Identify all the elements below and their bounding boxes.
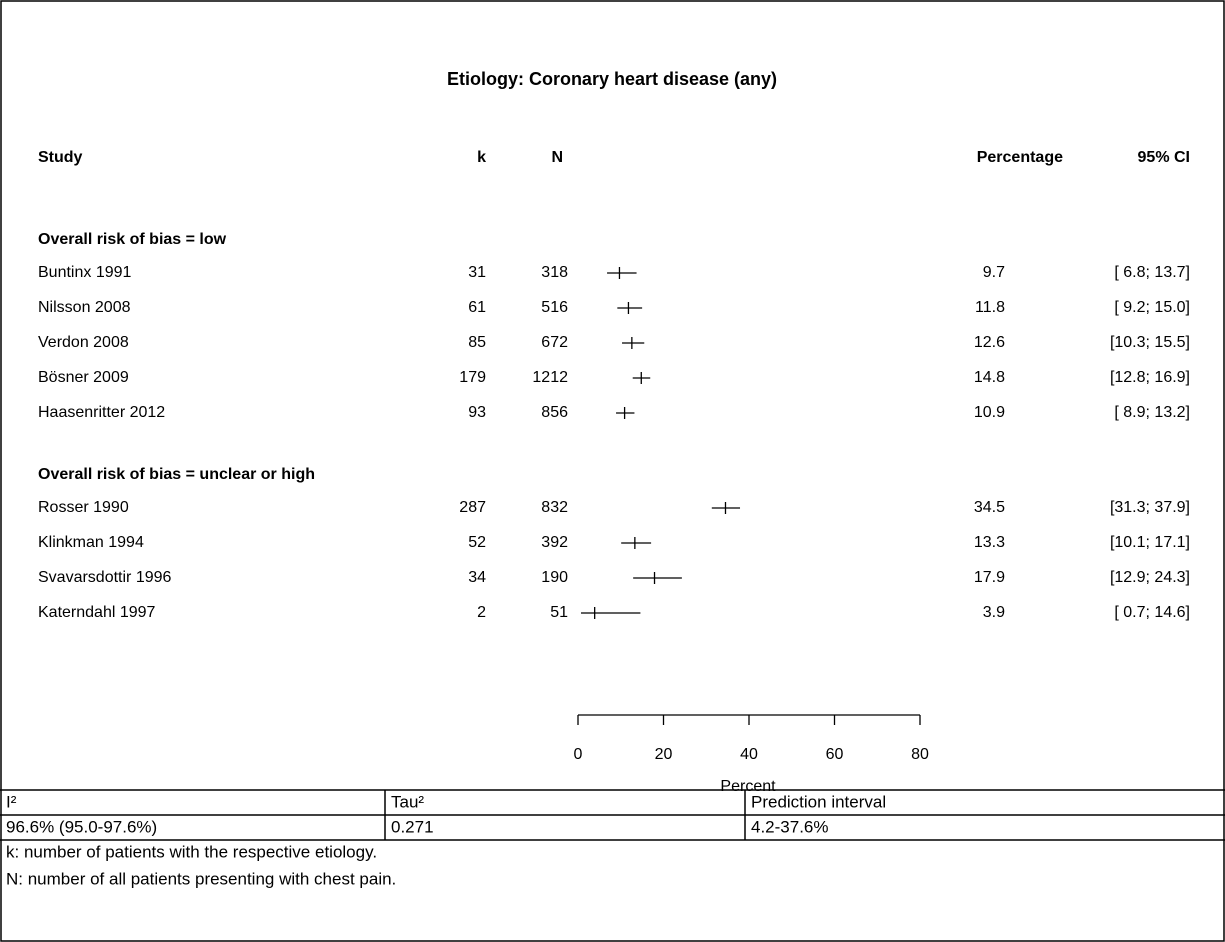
k-value: 179	[459, 369, 486, 386]
footnote: k: number of patients with the respectiv…	[6, 842, 377, 861]
k-value: 287	[459, 499, 486, 516]
study-name: Rosser 1990	[38, 499, 129, 516]
k-value: 34	[468, 569, 486, 586]
percentage: 3.9	[983, 604, 1005, 621]
k-value: 52	[468, 534, 486, 551]
column-header: Percentage	[977, 149, 1063, 166]
table-cell: 0.271	[391, 817, 434, 836]
table-header: Prediction interval	[751, 792, 886, 811]
x-axis-label: Percent	[720, 778, 776, 795]
ci-label: [12.8; 16.9]	[1110, 369, 1190, 386]
n-value: 190	[541, 569, 568, 586]
k-value: 93	[468, 404, 486, 421]
x-tick-label: 80	[911, 746, 929, 763]
percentage: 10.9	[974, 404, 1005, 421]
study-name: Buntinx 1991	[38, 264, 132, 281]
table-header: I²	[6, 792, 17, 811]
ci-label: [31.3; 37.9]	[1110, 499, 1190, 516]
k-value: 31	[468, 264, 486, 281]
table-header: Tau²	[391, 792, 424, 811]
percentage: 17.9	[974, 569, 1005, 586]
study-name: Katerndahl 1997	[38, 604, 156, 621]
study-name: Klinkman 1994	[38, 534, 144, 551]
column-header: k	[477, 149, 486, 166]
x-tick-label: 40	[740, 746, 758, 763]
x-tick-label: 20	[655, 746, 673, 763]
n-value: 318	[541, 264, 568, 281]
percentage: 12.6	[974, 334, 1005, 351]
n-value: 672	[541, 334, 568, 351]
ci-label: [12.9; 24.3]	[1110, 569, 1190, 586]
column-header: Study	[38, 149, 83, 166]
n-value: 832	[541, 499, 568, 516]
k-value: 61	[468, 299, 486, 316]
chart-title: Etiology: Coronary heart disease (any)	[447, 69, 777, 89]
percentage: 13.3	[974, 534, 1005, 551]
study-name: Bösner 2009	[38, 369, 129, 386]
study-name: Nilsson 2008	[38, 299, 131, 316]
percentage: 9.7	[983, 264, 1005, 281]
ci-label: [ 6.8; 13.7]	[1114, 264, 1190, 281]
table-cell: 96.6% (95.0-97.6%)	[6, 817, 157, 836]
percentage: 14.8	[974, 369, 1005, 386]
group-label: Overall risk of bias = unclear or high	[38, 466, 315, 483]
study-name: Verdon 2008	[38, 334, 129, 351]
k-value: 85	[468, 334, 486, 351]
n-value: 516	[541, 299, 568, 316]
percentage: 11.8	[975, 299, 1005, 316]
study-name: Haasenritter 2012	[38, 404, 165, 421]
ci-label: [ 9.2; 15.0]	[1114, 299, 1190, 316]
footnote: N: number of all patients presenting wit…	[6, 869, 396, 888]
group-label: Overall risk of bias = low	[38, 231, 227, 248]
ci-label: [ 8.9; 13.2]	[1114, 404, 1190, 421]
ci-label: [ 0.7; 14.6]	[1114, 604, 1190, 621]
percentage: 34.5	[974, 499, 1005, 516]
ci-label: [10.3; 15.5]	[1110, 334, 1190, 351]
ci-label: [10.1; 17.1]	[1110, 534, 1190, 551]
k-value: 2	[477, 604, 486, 621]
x-tick-label: 0	[574, 746, 583, 763]
table-cell: 4.2-37.6%	[751, 817, 829, 836]
n-value: 51	[550, 604, 568, 621]
column-header: N	[551, 149, 563, 166]
n-value: 856	[541, 404, 568, 421]
n-value: 1212	[532, 369, 568, 386]
study-name: Svavarsdottir 1996	[38, 569, 172, 586]
n-value: 392	[541, 534, 568, 551]
x-tick-label: 60	[826, 746, 844, 763]
column-header: 95% CI	[1138, 149, 1190, 166]
